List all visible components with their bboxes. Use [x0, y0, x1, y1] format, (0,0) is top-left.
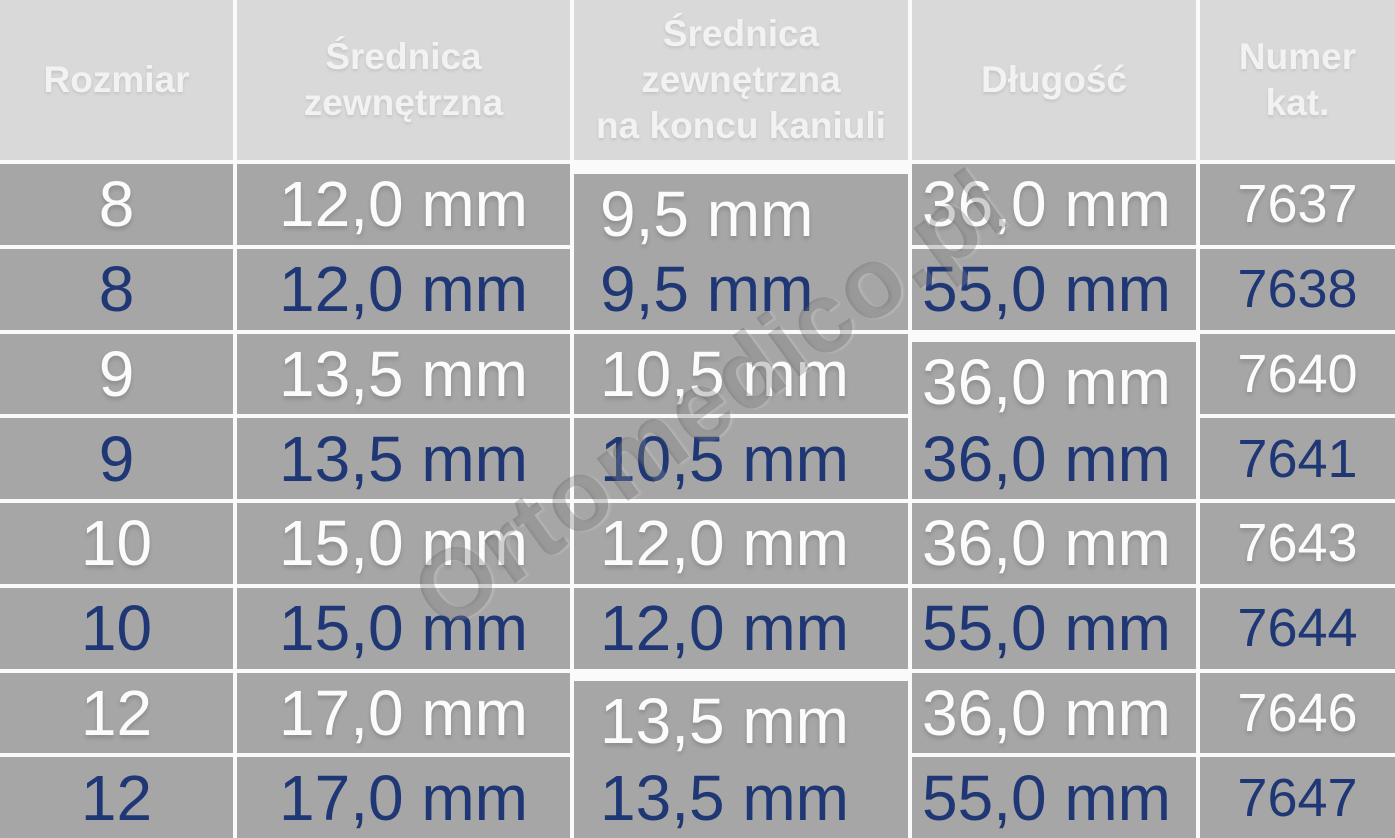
cell-length: 55,0 mm: [912, 757, 1196, 838]
cell-size: 12: [0, 757, 233, 838]
cell-outer-diameter: 12,0 mm: [237, 248, 570, 330]
cell-outer-diameter: 15,0 mm: [237, 503, 570, 584]
cell-catalog-number: 7641: [1200, 418, 1395, 499]
cell-outer-diameter: 12,0 mm: [237, 164, 570, 245]
cell-catalog-number: 7638: [1200, 248, 1395, 330]
cell-length: 36,0 mm: [912, 503, 1196, 584]
cell-catalog-number: 7647: [1200, 757, 1395, 838]
cell-length: 55,0 mm: [912, 248, 1196, 330]
cell-length: 36,0 mm: [912, 341, 1196, 423]
cell-tip-diameter: 12,0 mm: [574, 503, 908, 584]
cell-size: 9: [0, 333, 233, 415]
cell-outer-diameter: 17,0 mm: [237, 757, 570, 838]
cell-outer-diameter: 17,0 mm: [237, 672, 570, 754]
cell-size: 8: [0, 164, 233, 245]
cell-tip-diameter: 9,5 mm: [574, 174, 908, 255]
cell-tip-diameter: 12,0 mm: [574, 587, 908, 669]
cell-size: 10: [0, 587, 233, 669]
cell-size: 12: [0, 672, 233, 754]
cell-length: 55,0 mm: [912, 587, 1196, 669]
cell-size: 9: [0, 418, 233, 499]
cell-tip-diameter: 13,5 mm: [574, 757, 908, 838]
cell-tip-diameter: 9,5 mm: [574, 248, 908, 330]
cell-size: 10: [0, 503, 233, 584]
cell-catalog-number: 7646: [1200, 672, 1395, 754]
cell-outer-diameter: 15,0 mm: [237, 587, 570, 669]
cell-length: 36,0 mm: [912, 672, 1196, 754]
header-numer-kat: Numer kat.: [1200, 0, 1395, 160]
cell-catalog-number: 7644: [1200, 587, 1395, 669]
header-srednica-zewnetrzna: Średnica zewnętrzna: [237, 0, 570, 160]
cell-catalog-number: 7640: [1200, 333, 1395, 415]
cell-tip-diameter: 10,5 mm: [574, 333, 908, 415]
header-srednica-koniec-kaniuli: Średnica zewnętrzna na koncu kaniuli: [574, 0, 908, 160]
cell-size: 8: [0, 248, 233, 330]
cell-tip-diameter: 10,5 mm: [574, 418, 908, 499]
cell-catalog-number: 7643: [1200, 503, 1395, 584]
cell-outer-diameter: 13,5 mm: [237, 418, 570, 499]
header-rozmiar: Rozmiar: [0, 0, 233, 160]
cell-outer-diameter: 13,5 mm: [237, 333, 570, 415]
cell-length: 36,0 mm: [912, 418, 1196, 499]
header-dlugosc: Długość: [912, 0, 1196, 160]
cell-tip-diameter: 13,5 mm: [574, 680, 908, 762]
cell-catalog-number: 7637: [1200, 164, 1395, 245]
cell-length: 36,0 mm: [912, 164, 1196, 245]
